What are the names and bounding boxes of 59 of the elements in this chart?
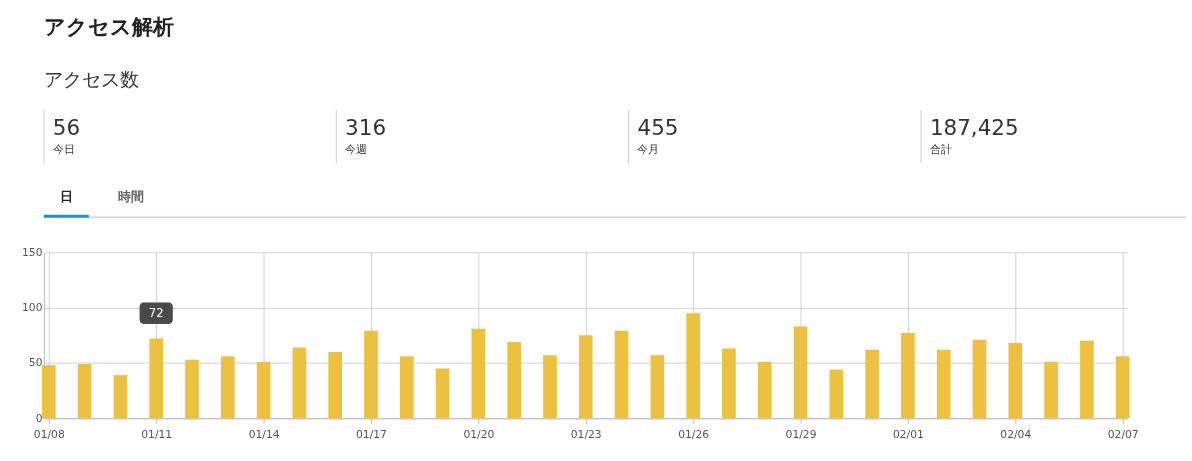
bar — [364, 330, 378, 419]
y-tick-label: 100 — [22, 301, 43, 315]
chart-title: アクセス解析 — [43, 13, 174, 39]
x-tick-label: 02/01 — [892, 428, 924, 442]
bar — [650, 355, 665, 419]
bar — [614, 330, 629, 419]
bar — [865, 349, 879, 419]
x-tick-label: 01/23 — [570, 428, 602, 442]
bar — [507, 341, 521, 419]
bar — [972, 339, 987, 419]
x-tick-label: 01/08 — [33, 428, 65, 442]
bar — [328, 351, 343, 419]
x-tick-label: 01/29 — [785, 428, 817, 442]
x-tick-label: 01/20 — [463, 428, 495, 442]
x-tick-label: 01/26 — [678, 428, 710, 442]
bar — [936, 349, 951, 419]
bar — [1115, 356, 1130, 419]
text: 187,425 — [929, 115, 1019, 141]
text: 今日 — [52, 142, 75, 156]
text: 合計 — [929, 142, 952, 156]
bar — [185, 359, 199, 419]
bar — [149, 338, 164, 419]
text: 日 — [59, 188, 73, 204]
text: 56 — [52, 115, 81, 141]
bar — [829, 369, 844, 419]
x-tick-label: 02/04 — [1000, 428, 1032, 442]
text: 316 — [345, 115, 387, 141]
bar — [1080, 340, 1094, 419]
bar — [901, 333, 915, 419]
bar — [543, 355, 557, 419]
bar — [722, 348, 736, 419]
bar — [793, 326, 808, 419]
bar — [220, 356, 235, 419]
bar — [1008, 343, 1023, 419]
x-tick-label: 01/17 — [356, 428, 387, 442]
bar — [113, 375, 128, 419]
bar — [41, 365, 56, 419]
text: 今週 — [345, 142, 368, 156]
bar — [757, 361, 772, 419]
text: 455 — [637, 115, 679, 141]
y-tick-label: 50 — [28, 356, 43, 370]
bar — [256, 361, 271, 419]
x-tick-label: 02/07 — [1107, 428, 1139, 442]
text: 今月 — [637, 142, 660, 156]
bar — [1044, 361, 1058, 419]
bar — [435, 368, 450, 419]
annotation: 72 — [148, 306, 164, 321]
bar — [686, 313, 700, 419]
x-tick-label: 01/14 — [248, 428, 280, 442]
bar — [77, 364, 92, 419]
chart-subtitle: アクセス数 — [43, 69, 139, 91]
bar — [399, 356, 414, 419]
y-tick-label: 150 — [22, 245, 43, 259]
bar — [578, 335, 593, 419]
bar — [292, 347, 307, 419]
x-tick-label: 01/11 — [141, 428, 173, 442]
bar — [471, 328, 486, 419]
text: 時間 — [118, 188, 145, 204]
y-tick-label: 0 — [35, 411, 43, 425]
